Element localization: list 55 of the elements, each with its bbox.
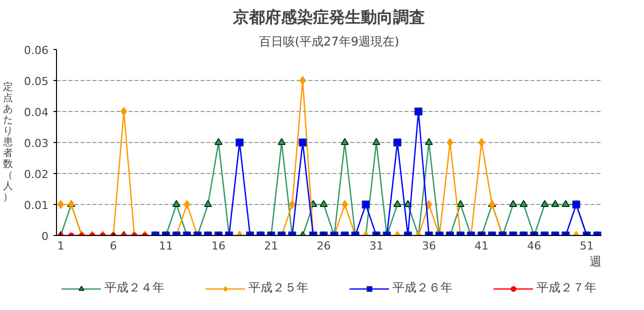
point xyxy=(172,200,180,208)
point xyxy=(184,200,190,209)
point xyxy=(540,200,549,208)
point xyxy=(509,200,518,208)
point xyxy=(456,200,465,208)
point xyxy=(520,200,528,208)
x-tick-label: 31 xyxy=(369,240,384,252)
x-tick-label: 21 xyxy=(264,240,278,252)
y-tick-label: 0.04 xyxy=(24,106,49,119)
chart-subtitle: 百日咳(平成27年9週現在) xyxy=(258,34,400,48)
point xyxy=(551,200,560,208)
point xyxy=(426,200,432,209)
point xyxy=(58,200,64,209)
y-tick-label: 0.05 xyxy=(24,75,49,88)
point xyxy=(298,138,307,146)
y-tick-label: 0.06 xyxy=(24,44,49,57)
point xyxy=(393,200,402,208)
chart-title: 京都府感染症発生動向調査 xyxy=(232,8,425,26)
x-tick-label: 36 xyxy=(422,240,436,252)
x-tick-label: 26 xyxy=(316,240,331,252)
y-tick-label: 0.01 xyxy=(24,199,49,212)
point xyxy=(424,138,433,146)
x-tick-label: 1 xyxy=(57,240,64,252)
point xyxy=(214,138,223,146)
legend-label: 平成２４年 xyxy=(104,280,164,296)
y-tick-label: 0.03 xyxy=(24,137,49,150)
point xyxy=(278,138,286,146)
point xyxy=(562,200,570,208)
x-tick-label: 41 xyxy=(474,240,489,252)
point xyxy=(120,107,128,116)
point xyxy=(340,138,349,146)
point xyxy=(393,138,402,146)
point xyxy=(300,76,306,85)
point xyxy=(289,200,296,209)
point xyxy=(320,200,328,208)
legend-label: 平成２５年 xyxy=(248,280,308,296)
point xyxy=(414,108,422,116)
x-tick-label: 46 xyxy=(527,240,542,252)
legend-label: 平成２６年 xyxy=(392,280,452,296)
point xyxy=(204,200,212,208)
legend-label: 平成２７年 xyxy=(536,280,596,296)
x-tick-label: 11 xyxy=(158,240,173,252)
text: 定点あたり患者数（人） xyxy=(3,82,14,203)
y-tick-label: 0.02 xyxy=(24,168,49,181)
point xyxy=(446,138,454,147)
x-axis-title: 週 xyxy=(590,254,602,268)
point xyxy=(342,200,348,209)
y-tick-label: 0 xyxy=(42,230,48,243)
point xyxy=(478,138,485,147)
point xyxy=(236,138,244,146)
point xyxy=(372,138,380,146)
point xyxy=(362,200,370,208)
x-tick-label: 6 xyxy=(110,240,117,252)
x-tick-label: 51 xyxy=(580,240,594,252)
x-tick-label: 16 xyxy=(212,240,226,252)
